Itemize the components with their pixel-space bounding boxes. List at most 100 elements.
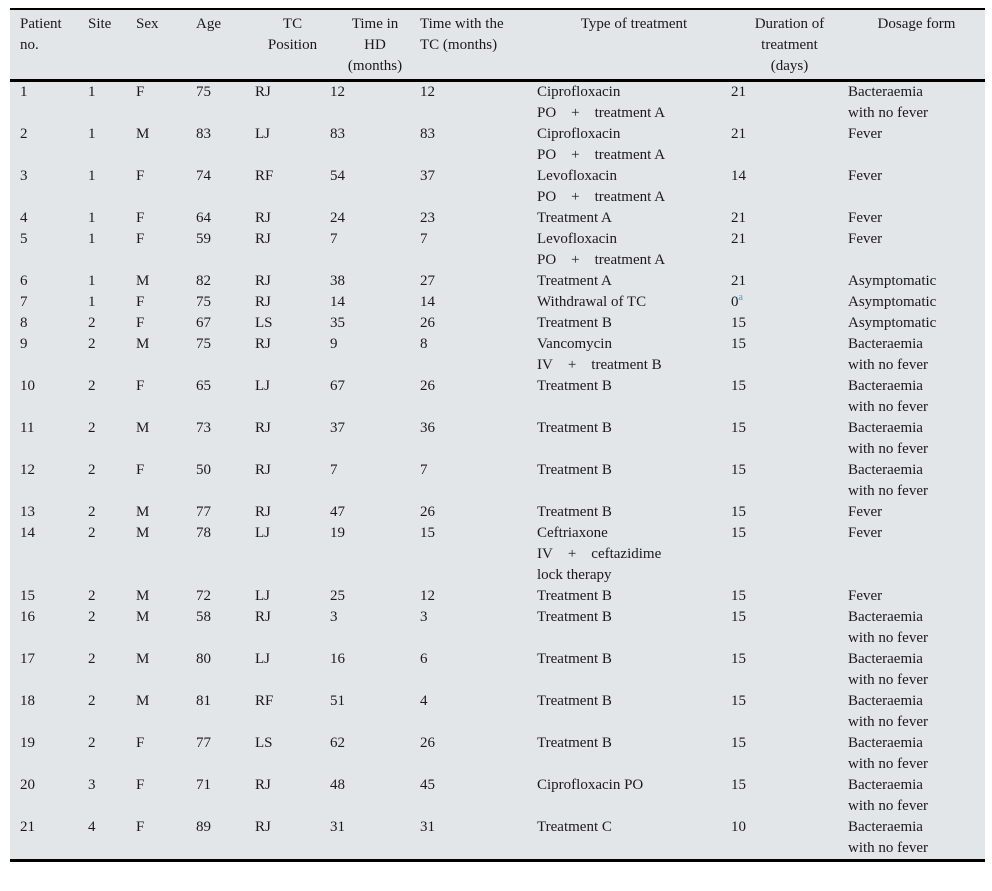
cell-line: lock therapy [537,567,612,583]
cell-line: with no fever [848,672,928,688]
cell-duration: 15 [731,462,746,478]
cell-duration: 15 [731,609,746,625]
col-header-time-with-tc: Time with the TC (months) [420,9,537,82]
header-line: Dosage form [877,16,956,32]
cell-age: 82 [196,273,211,289]
cell-time-in-hd: 38 [330,273,345,289]
cell-patient-no: 15 [20,588,35,604]
cell-treatment: Vancomycin IV + treatment B [537,334,731,376]
cell-line: with no fever [848,798,928,814]
cell-age: 64 [196,210,211,226]
cell-line: with no fever [848,714,928,730]
cell-dosage: Bacteraemia with no fever [848,733,985,775]
cell-sex: F [136,294,145,310]
cell-time-with-tc: 27 [420,273,435,289]
cell-tc-position: LJ [255,378,270,394]
cell-patient-no: 12 [20,462,35,478]
cell-patient-no: 6 [20,273,28,289]
cell-sex: M [136,651,150,667]
cell-time-in-hd: 14 [330,294,345,310]
cell-line: Ciprofloxacin [537,126,621,142]
cell-time-with-tc: 3 [420,609,428,625]
cell-line: Bacteraemia [848,819,923,835]
table-row: 14 2 M 78 LJ 19 15 Ceftriaxone IV + ceftazidime l… [10,523,985,586]
cell-treatment: Treatment A [537,273,612,289]
cell-patient-no: 14 [20,525,35,541]
cell-site: 2 [88,588,96,604]
cell-duration: 15 [731,420,746,436]
header-line: HD [364,37,386,53]
cell-age: 74 [196,168,211,184]
cell-dosage: Bacteraemia with no fever [848,376,985,418]
cell-age: 78 [196,525,211,541]
cell-line: Levofloxacin [537,168,617,184]
cell-treatment: Treatment B [537,462,612,478]
cell-dosage: Asymptomatic [848,315,937,331]
cell-line: Bacteraemia [848,609,923,625]
cell-line: Levofloxacin [537,231,617,247]
cell-dosage: Fever [848,525,883,541]
footnote-marker-a[interactable]: a [738,292,743,303]
cell-dosage: Bacteraemia with no fever [848,460,985,502]
cell-treatment: Withdrawal of TC [537,294,647,310]
cell-time-in-hd: 9 [330,336,338,352]
cell-time-with-tc: 12 [420,588,435,604]
table-row: 18 2 M 81 RF 51 4 Treatment B 15 Bacteraemia with … [10,691,985,733]
table-row: 19 2 F 77 LS 62 26 Treatment B 15 Bacteraemia with… [10,733,985,775]
cell-site: 1 [88,231,96,247]
cell-line: Bacteraemia [848,378,923,394]
header-line: TC [282,16,303,32]
cell-time-in-hd: 31 [330,819,345,835]
col-header-sex: Sex [136,9,196,82]
cell-patient-no: 19 [20,735,35,751]
cell-sex: F [136,84,145,100]
cell-duration: 15 [731,693,746,709]
cell-time-in-hd: 54 [330,168,345,184]
cell-age: 77 [196,735,211,751]
cell-site: 1 [88,84,96,100]
cell-line: Bacteraemia [848,84,923,100]
cell-patient-no: 2 [20,126,28,142]
header-line: Sex [136,16,159,32]
cell-time-with-tc: 8 [420,336,428,352]
table-row: 20 3 F 71 RJ 48 45 Ciprofloxacin PO 15 Bacteraemi… [10,775,985,817]
cell-age: 75 [196,336,211,352]
cell-time-in-hd: 25 [330,588,345,604]
cell-sex: F [136,168,145,184]
cell-treatment: Treatment B [537,420,612,436]
header-line: Duration of [754,16,825,32]
col-header-dosage: Dosage form [848,9,985,82]
cell-dosage: Fever [848,126,883,142]
cell-dosage: Bacteraemia with no fever [848,418,985,460]
cell-site: 2 [88,420,96,436]
cell-dosage: Fever [848,504,883,520]
table-row: 21 4 F 89 RJ 31 31 Treatment C 10 Bacteraemia with… [10,817,985,861]
table-row: 2 1 M 83 LJ 83 83 Ciprofloxacin PO + treatment A… [10,124,985,166]
cell-line: PO + treatment A [537,147,666,163]
cell-sex: M [136,588,150,604]
cell-site: 2 [88,651,96,667]
cell-line: with no fever [848,441,928,457]
cell-treatment: Treatment B [537,588,612,604]
cell-time-in-hd: 19 [330,525,345,541]
cell-sex: M [136,336,150,352]
table-row: 9 2 M 75 RJ 9 8 Vancomycin IV + treatment B 15 Bac… [10,334,985,376]
cell-treatment: Treatment B [537,693,612,709]
cell-duration: 15 [731,378,746,394]
cell-dosage: Asymptomatic [848,294,937,310]
cell-duration: 15 [731,735,746,751]
cell-duration: 15 [731,588,746,604]
header-line: Time in [351,16,399,32]
cell-time-with-tc: 36 [420,420,435,436]
cell-treatment: Ciprofloxacin PO + treatment A [537,81,731,125]
cell-treatment: Treatment B [537,504,612,520]
cell-time-in-hd: 83 [330,126,345,142]
table-row: 5 1 F 59 RJ 7 7 Levofloxacin PO + treatment A 21 F… [10,229,985,271]
cell-sex: F [136,210,145,226]
cell-sex: F [136,777,145,793]
cell-treatment: Ciprofloxacin PO + treatment A [537,124,731,166]
cell-patient-no: 3 [20,168,28,184]
cell-dosage: Bacteraemia with no fever [848,691,985,733]
cell-site: 2 [88,504,96,520]
table-row: 7 1 F 75 RJ 14 14 Withdrawal of TC 0a Asymptomati… [10,292,985,313]
